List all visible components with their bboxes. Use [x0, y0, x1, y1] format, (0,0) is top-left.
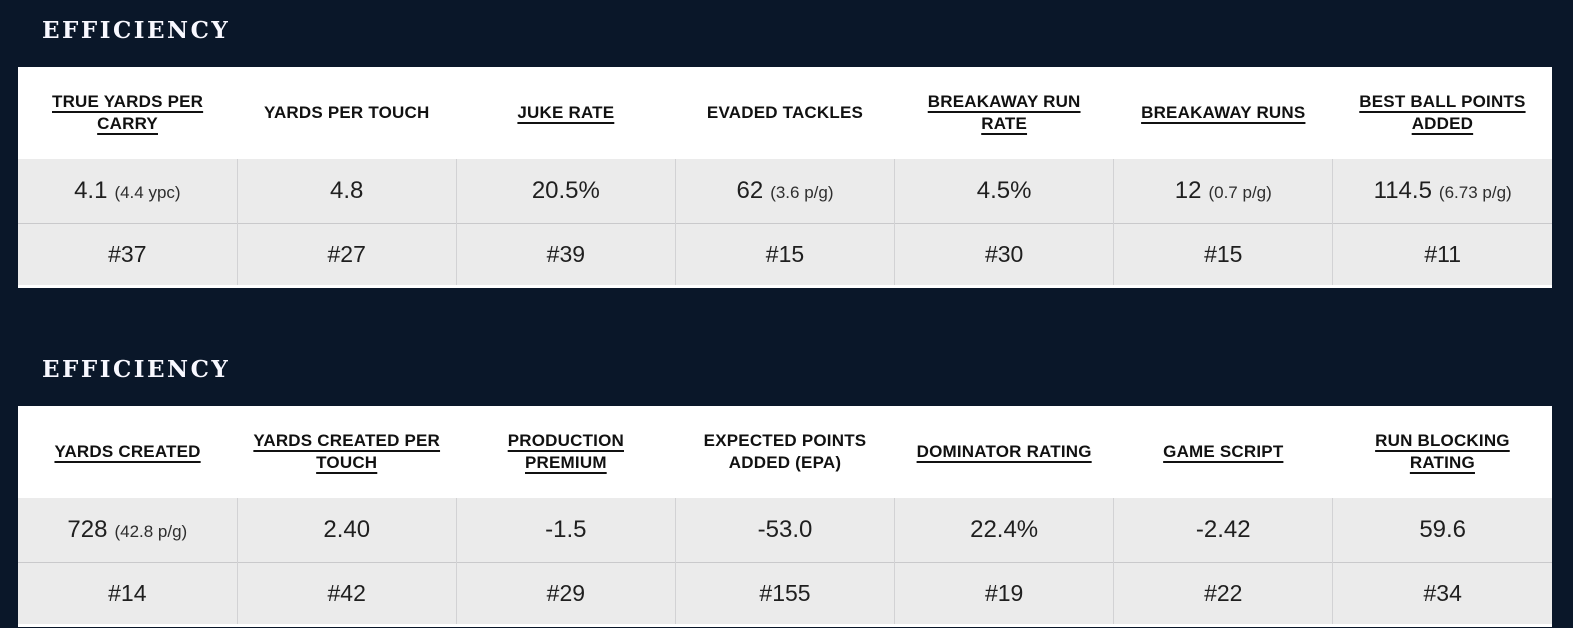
stat-header-link[interactable]: JUKE RATE	[517, 103, 615, 123]
stats-value-row: 4.1 (4.4 ypc) 4.8 20.5% 62 (3.6 p/g) 4.5% 12 (0.…	[18, 159, 1552, 224]
stat-column-header: BREAKAWAY RUNS	[1113, 67, 1333, 160]
stat-column-header: BEST BALL POINTS ADDED	[1332, 67, 1552, 160]
stat-value-cell: 2.40	[236, 498, 457, 563]
section-title: EFFICIENCY	[42, 356, 231, 384]
stat-value: 4.8	[330, 177, 364, 205]
stat-column-header: BREAKAWAY RUN RATE	[894, 67, 1114, 160]
stat-header-link[interactable]: GAME SCRIPT	[1163, 442, 1284, 462]
stats-header-row: YARDS CREATED YARDS CREATED PER TOUCH PROD…	[18, 406, 1552, 499]
stat-value: 62	[736, 177, 764, 205]
stat-header-link[interactable]: BREAKAWAY RUNS	[1141, 103, 1306, 123]
stat-column-header: PRODUCTION PREMIUM	[456, 406, 676, 499]
stat-value: 4.1	[74, 177, 108, 205]
stat-column-header: YARDS PER TOUCH	[237, 67, 457, 160]
stat-column-header: EVADED TACKLES	[675, 67, 895, 160]
stat-column-header: DOMINATOR RATING	[894, 406, 1114, 499]
stat-value: 4.5%	[976, 177, 1032, 205]
stat-rank-cell: #22	[1113, 562, 1333, 625]
stat-rank-cell: #155	[674, 562, 895, 625]
stat-value-cell: 59.6	[1332, 498, 1552, 563]
stat-header-link[interactable]: PRODUCTION PREMIUM	[507, 431, 624, 473]
stat-value-cell: -53.0	[674, 498, 895, 563]
stat-header-link[interactable]: BREAKAWAY RUN RATE	[927, 92, 1081, 134]
stat-column-header: JUKE RATE	[456, 67, 676, 160]
stat-rank-cell: #19	[894, 562, 1114, 625]
stat-value-cell: 4.1 (4.4 ypc)	[18, 159, 238, 224]
stats-rank-row: #37 #27 #39 #15 #30 #15 #11	[18, 223, 1552, 286]
stat-rank-cell: #29	[455, 562, 676, 625]
stat-value: 728	[67, 516, 108, 544]
stat-value-cell: 62 (3.6 p/g)	[674, 159, 895, 224]
stat-rank-cell: #15	[674, 223, 895, 286]
stat-value-cell: 728 (42.8 p/g)	[18, 498, 238, 563]
stat-value: 59.6	[1419, 516, 1467, 544]
stat-value-cell: 4.8	[236, 159, 457, 224]
stat-column-header: YARDS CREATED PER TOUCH	[237, 406, 457, 499]
section-title: EFFICIENCY	[42, 17, 231, 44]
stat-rank-cell: #14	[18, 562, 238, 625]
stat-header-link[interactable]: TRUE YARDS PER CARRY	[52, 92, 204, 134]
stats-rank-row: #14 #42 #29 #155 #19 #22 #34	[18, 562, 1552, 625]
stat-column-header: GAME SCRIPT	[1113, 406, 1333, 499]
stat-per-game-note: (4.4 ypc)	[114, 183, 181, 203]
stats-value-row: 728 (42.8 p/g) 2.40 -1.5 -53.0 22.4% -2.42 59.6	[18, 498, 1552, 563]
stat-column-header: EXPECTED POINTS ADDED (EPA)	[675, 406, 895, 499]
stat-per-game-note: (42.8 p/g)	[114, 522, 188, 542]
stat-column-header: RUN BLOCKING RATING	[1332, 406, 1552, 499]
stat-value: 114.5	[1373, 177, 1432, 205]
stat-per-game-note: (6.73 p/g)	[1438, 183, 1512, 203]
stat-value: -53.0	[757, 516, 813, 544]
stat-value-cell: 22.4%	[894, 498, 1114, 563]
stat-value: 2.40	[323, 516, 371, 544]
stat-header-label: YARDS PER TOUCH	[263, 103, 430, 123]
stats-header-row: TRUE YARDS PER CARRY YARDS PER TOUCH JUKE …	[18, 67, 1552, 160]
stats-table: YARDS CREATED YARDS CREATED PER TOUCH PROD…	[18, 406, 1552, 628]
stat-value: 20.5%	[531, 177, 600, 205]
stat-header-label: EVADED TACKLES	[706, 103, 864, 123]
stat-rank-cell: #37	[18, 223, 238, 286]
stat-rank-cell: #15	[1113, 223, 1333, 286]
stat-value: 22.4%	[970, 516, 1039, 544]
stat-value-cell: 20.5%	[455, 159, 676, 224]
stat-value-cell: -2.42	[1113, 498, 1333, 563]
stat-rank-cell: #39	[455, 223, 676, 286]
stat-rank-cell: #34	[1332, 562, 1552, 625]
stat-value-cell: 4.5%	[894, 159, 1114, 224]
efficiency-section: EFFICIENCY TRUE YARDS PER CARRY YARDS PER…	[0, 0, 1573, 289]
stat-header-link[interactable]: YARDS CREATED PER TOUCH	[253, 431, 441, 473]
stat-rank-cell: #11	[1332, 223, 1552, 286]
stat-rank-cell: #30	[894, 223, 1114, 286]
stat-value: 12	[1174, 177, 1202, 205]
stat-per-game-note: (0.7 p/g)	[1208, 183, 1272, 203]
stat-header-link[interactable]: YARDS CREATED	[54, 442, 201, 462]
stat-value: -2.42	[1195, 516, 1251, 544]
stat-column-header: TRUE YARDS PER CARRY	[18, 67, 238, 160]
stat-value: -1.5	[545, 516, 587, 544]
stat-value-cell: 12 (0.7 p/g)	[1113, 159, 1333, 224]
stat-header-link[interactable]: RUN BLOCKING RATING	[1375, 431, 1510, 473]
stat-per-game-note: (3.6 p/g)	[770, 183, 834, 203]
stat-value-cell: -1.5	[455, 498, 676, 563]
stat-column-header: YARDS CREATED	[18, 406, 238, 499]
efficiency-section: EFFICIENCY YARDS CREATED YARDS CREATED PE…	[0, 288, 1573, 628]
stat-rank-cell: #42	[236, 562, 457, 625]
stats-table: TRUE YARDS PER CARRY YARDS PER TOUCH JUKE …	[18, 67, 1552, 289]
stat-rank-cell: #27	[236, 223, 457, 286]
stat-header-link[interactable]: DOMINATOR RATING	[916, 442, 1092, 462]
stat-header-link[interactable]: BEST BALL POINTS ADDED	[1359, 92, 1526, 134]
stat-value-cell: 114.5 (6.73 p/g)	[1332, 159, 1552, 224]
stat-header-label: EXPECTED POINTS ADDED (EPA)	[703, 431, 867, 473]
